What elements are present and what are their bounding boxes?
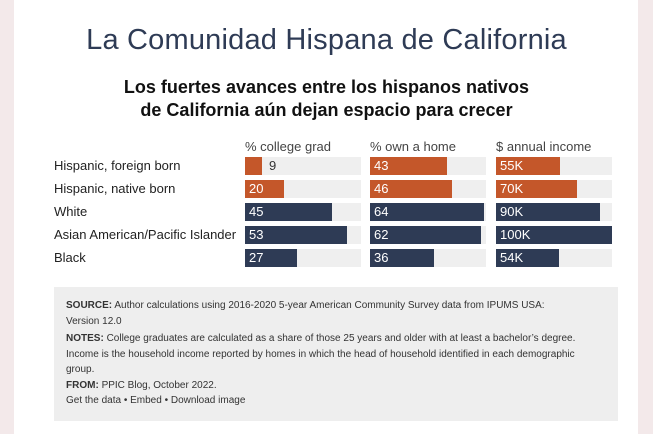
page-title: La Comunidad Hispana de California <box>86 24 567 56</box>
bar <box>496 157 560 175</box>
column-header: % college grad <box>245 139 331 154</box>
category-label: Asian American/Pacific Islander <box>54 227 237 242</box>
footer-links: Get the data • Embed • Download image <box>66 395 245 406</box>
data-label: 36 <box>374 250 389 265</box>
bar <box>496 180 577 198</box>
data-label: 55K <box>500 158 524 173</box>
source-text: Author calculations using 2016-2020 5-ye… <box>114 300 545 311</box>
bar <box>245 249 297 267</box>
subtitle-line-2: de California aún dejan espacio para cre… <box>140 100 513 120</box>
download-image-link[interactable]: Download image <box>170 395 246 406</box>
bar <box>245 157 262 175</box>
data-label: 90K <box>500 204 524 219</box>
notes-note: NOTES: College graduates are calculated … <box>66 331 612 346</box>
data-label: 70K <box>500 181 524 196</box>
from-note: FROM: PPIC Blog, October 2022. <box>66 378 612 393</box>
category-label: Black <box>54 250 86 265</box>
notes-text: College graduates are calculated as a sh… <box>106 333 576 344</box>
bar <box>370 226 481 244</box>
data-label: 64 <box>374 204 389 219</box>
embed-link[interactable]: Embed <box>130 395 162 406</box>
column-header: % own a home <box>370 139 456 154</box>
data-label: 43 <box>374 158 389 173</box>
data-label: 20 <box>249 181 264 196</box>
source-note: SOURCE: Author calculations using 2016-2… <box>66 298 612 313</box>
bar <box>245 203 332 221</box>
notes-label: NOTES: <box>66 333 104 344</box>
from-text: PPIC Blog, October 2022. <box>101 380 217 391</box>
bar <box>496 203 600 221</box>
bar <box>370 157 447 175</box>
source-notes-box <box>54 287 618 421</box>
notes-note-cont2: group. <box>66 364 95 375</box>
source-label: SOURCE: <box>66 300 113 311</box>
get-data-link[interactable]: Get the data <box>66 395 122 406</box>
bar <box>370 180 452 198</box>
from-label: FROM: <box>66 380 99 391</box>
data-label: 45 <box>249 204 264 219</box>
category-label: Hispanic, native born <box>54 181 176 196</box>
bar <box>245 180 284 198</box>
bar <box>245 226 347 244</box>
bar <box>496 249 559 267</box>
data-label: 100K <box>500 227 531 242</box>
chart-subtitle: Los fuertes avances entre los hispanos n… <box>0 76 653 122</box>
subtitle-line-1: Los fuertes avances entre los hispanos n… <box>123 77 530 97</box>
separator: • <box>164 395 169 406</box>
category-label: White <box>54 204 88 219</box>
data-label: 46 <box>374 181 389 196</box>
data-label: 9 <box>269 158 277 173</box>
bar <box>496 226 612 244</box>
bar <box>370 203 484 221</box>
separator: • <box>123 395 128 406</box>
category-label: Hispanic, foreign born <box>54 158 181 173</box>
bar-track <box>245 157 361 175</box>
bar <box>370 249 434 267</box>
column-header: $ annual income <box>496 139 592 154</box>
source-note-cont: Version 12.0 <box>66 316 122 327</box>
data-label: 27 <box>249 250 264 265</box>
notes-note-cont: Income is the household income reported … <box>66 349 575 360</box>
data-label: 62 <box>374 227 389 242</box>
data-label: 53 <box>249 227 264 242</box>
data-label: 54K <box>500 250 524 265</box>
